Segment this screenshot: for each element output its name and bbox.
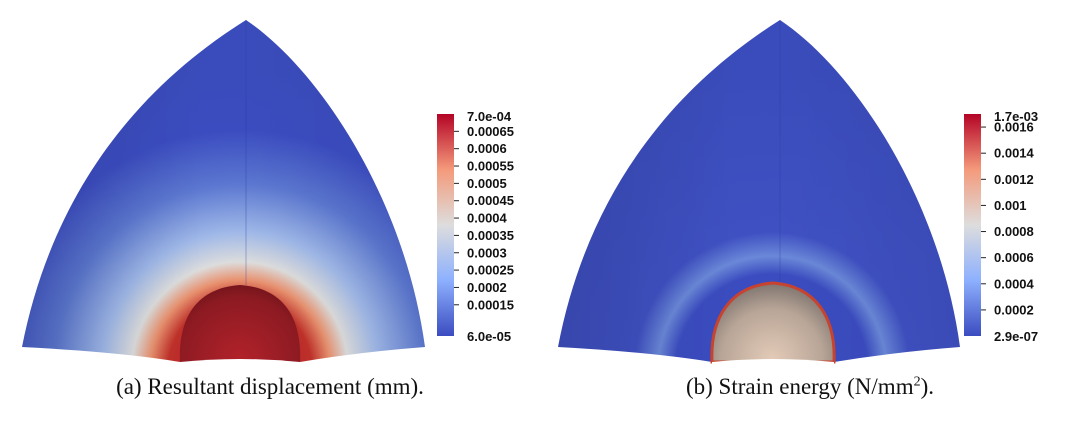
dome-shading	[558, 20, 960, 362]
colorbar-tick-label: 0.0006	[467, 141, 507, 156]
colorbar	[437, 114, 454, 336]
strain-energy-plot: 0.0016 0.0014 0.0012 0.001 0.0008 0.0006 0.000…	[558, 20, 1038, 370]
hole-region	[179, 285, 301, 362]
colorbar-ticks: 0.00065 0.0006 0.00055 0.0005 0.00045 0.0004 0…	[454, 124, 514, 312]
colorbar-tick-label: 0.00025	[467, 263, 514, 278]
colorbar-min-label: 2.9e-07	[994, 329, 1038, 344]
colorbar-tick-label: 0.0016	[994, 120, 1034, 135]
hole-region	[710, 281, 836, 364]
colorbar-tick-label: 0.0014	[994, 146, 1035, 161]
dome-shading	[22, 20, 425, 362]
caption-a: (a) Resultant displacement (mm).	[116, 374, 424, 399]
colorbar-tick-label: 0.0003	[467, 245, 507, 260]
displacement-plot: 0.00065 0.0006 0.00055 0.0005 0.00045 0.0004 0…	[22, 20, 514, 370]
colorbar-tick-label: 0.001	[994, 198, 1027, 213]
colorbar-tick-label: 0.00015	[467, 297, 514, 312]
bottom-arc	[712, 359, 834, 370]
colorbar-tick-label: 0.00055	[467, 159, 514, 174]
colorbar-tick-label: 0.00045	[467, 193, 514, 208]
panel-displacement: 0.00065 0.0006 0.00055 0.0005 0.00045 0.0004 0…	[22, 20, 514, 399]
caption-b-text: (b) Strain energy (N/mm	[685, 374, 914, 399]
caption-b: (b) Strain energy (N/mm2).	[540, 374, 1080, 400]
colorbar-ticks: 0.0016 0.0014 0.0012 0.001 0.0008 0.0006 0.000…	[981, 120, 1035, 317]
colorbar-tick-label: 0.00035	[467, 228, 514, 243]
colorbar-tick-label: 0.0006	[994, 250, 1034, 265]
colorbar	[964, 114, 981, 336]
colorbar-tick-label: 0.0012	[994, 172, 1034, 187]
colorbar-tick-label: 0.0005	[467, 176, 507, 191]
colorbar-tick-label: 0.0004	[467, 211, 508, 226]
colorbar-min-label: 6.0e-05	[467, 329, 511, 344]
panel-strain-energy: 0.0016 0.0014 0.0012 0.001 0.0008 0.0006 0.000…	[540, 0, 1080, 427]
caption-b-superscript: 2	[913, 374, 921, 390]
bottom-arc	[180, 359, 300, 370]
colorbar-tick-label: 0.00065	[467, 124, 514, 139]
colorbar-tick-label: 0.0008	[994, 224, 1034, 239]
caption-b-suffix: ).	[920, 374, 935, 399]
colorbar-max-label: 1.7e-03	[994, 109, 1038, 124]
colorbar-tick-label: 0.0004	[994, 276, 1035, 291]
colorbar-tick-label: 0.0002	[467, 280, 507, 295]
colorbar-tick-label: 0.0002	[994, 302, 1034, 317]
colorbar-max-label: 7.0e-04	[467, 109, 512, 124]
